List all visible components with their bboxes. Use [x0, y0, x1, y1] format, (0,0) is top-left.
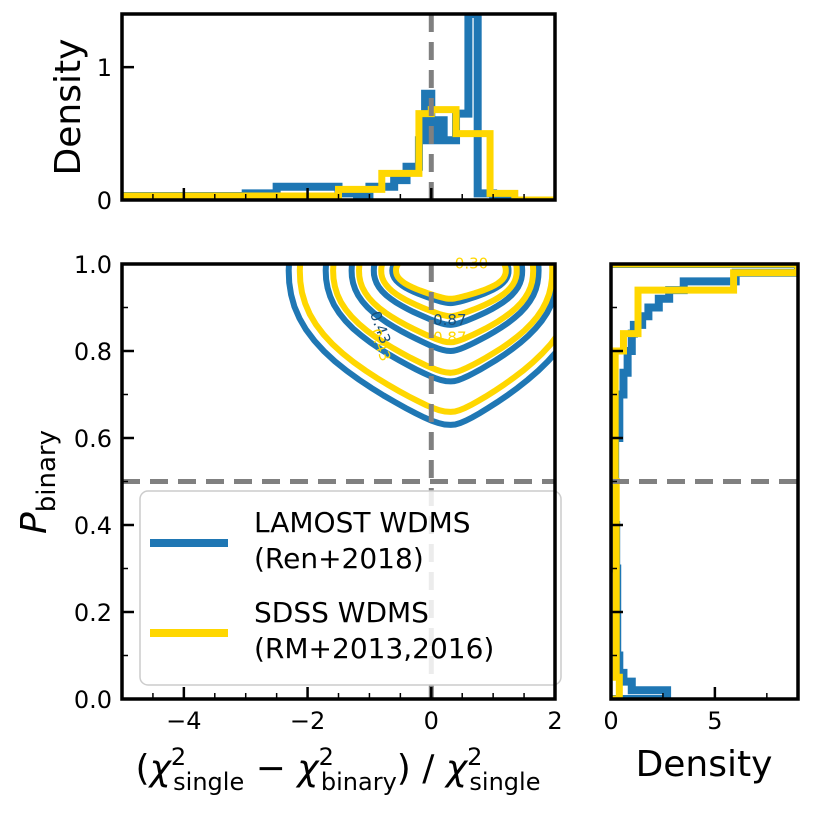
legend-sdss-label-line2: (RM+2013,2016) — [254, 632, 494, 665]
top-x-ticks — [152, 188, 557, 200]
right-x-tick-label: 0 — [603, 707, 618, 735]
contour-series — [285, 264, 555, 428]
main-x-tick-label: 0 — [424, 707, 439, 735]
right-x-axis-label: Density — [636, 744, 773, 785]
sdss-contour-level — [392, 264, 509, 302]
main-y-tick-label: 0.0 — [74, 686, 112, 714]
top-y-ticks: 01 — [97, 54, 134, 215]
sdss-contour-level — [296, 264, 555, 415]
sdss-contour-level — [378, 264, 520, 320]
main-x-tick-label: −2 — [290, 707, 325, 735]
top-histogram-series — [122, 14, 555, 200]
top-y-axis-label: Density — [48, 39, 89, 176]
lamost-contour-level — [348, 264, 542, 355]
top-histogram-sdss-step — [122, 106, 555, 200]
main-y-tick-label: 1.0 — [74, 251, 112, 279]
legend-sdss-label-line1: SDSS WDMS — [254, 596, 429, 629]
main-x-ticks: −4 −2 0 2 — [152, 687, 563, 735]
legend-lamost-label-line2: (Ren+2018) — [254, 542, 424, 575]
lamost-contour-level — [389, 264, 512, 307]
right-histogram-series — [611, 264, 798, 699]
lamost-contour-level — [285, 264, 555, 428]
main-contour-panel: 0.43 0.870.43 0.870.30 LAMOST WDMS (Ren+20… — [14, 251, 563, 796]
main-y-ticks: 0.0 0.2 0.4 0.6 0.8 1.0 — [74, 251, 134, 714]
main-y-tick-label: 0.4 — [74, 512, 112, 540]
right-histogram-sdss-step — [611, 264, 798, 699]
contour-labels: 0.43 0.870.43 0.870.30 — [366, 254, 488, 363]
lamost-contour-level — [370, 264, 526, 328]
main-x-tick-label: 2 — [547, 707, 562, 735]
sdss-contour-level — [355, 264, 537, 346]
main-y-tick-label: 0.6 — [74, 425, 112, 453]
main-y-axis-label: Pbinary — [14, 430, 62, 534]
legend-box — [139, 490, 562, 686]
top-y-tick-label: 0 — [97, 187, 112, 215]
contour-label: 0.87 — [433, 328, 466, 346]
lamost-contour-level — [322, 264, 555, 385]
contour-label: 0.87 — [433, 311, 466, 329]
main-y-tick-label: 0.8 — [74, 338, 112, 366]
main-y-tick-label: 0.2 — [74, 599, 112, 627]
right-x-tick-label: 5 — [707, 707, 722, 735]
legend-lamost-label-line1: LAMOST WDMS — [254, 506, 471, 539]
right-y-ticks — [611, 262, 623, 701]
legend: LAMOST WDMS (Ren+2018) SDSS WDMS (RM+201… — [139, 490, 562, 686]
sdss-contour-level — [330, 264, 555, 376]
main-x-tick-label: −4 — [166, 707, 201, 735]
top-histogram-panel: 01 Density — [48, 12, 557, 215]
main-x-axis-label: (χ2 single − χ2 binary) / χ2 single — [136, 743, 541, 796]
top-y-tick-label: 1 — [97, 54, 112, 82]
